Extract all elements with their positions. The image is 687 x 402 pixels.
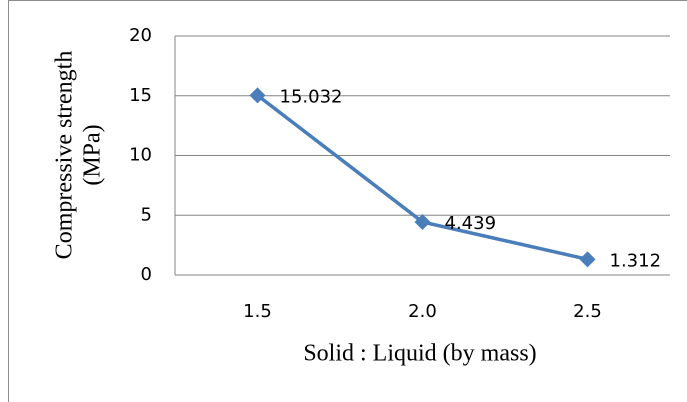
- x-axis-label: Solid : Liquid (by mass): [303, 341, 536, 367]
- y-tick-label: 0: [141, 264, 152, 285]
- x-tick-label: 1.5: [243, 301, 272, 322]
- data-label: 4.439: [445, 213, 497, 234]
- data-label: 1.312: [610, 250, 662, 271]
- y-axis-label: Compressive strength (MPa): [52, 51, 106, 260]
- marker: [249, 87, 266, 104]
- y-tick-label: 15: [129, 85, 152, 106]
- marker: [579, 251, 596, 268]
- series-line: [256, 93, 588, 262]
- y-axis-label-line: Compressive strength: [52, 51, 78, 260]
- marker: [414, 213, 431, 230]
- y-axis-label-line: (MPa): [80, 124, 106, 185]
- y-tick-label: 20: [129, 25, 152, 46]
- y-tick-label: 5: [141, 204, 152, 225]
- y-tick-label: 10: [129, 145, 152, 166]
- chart-frame: [8, 0, 687, 402]
- data-label: 15.032: [280, 86, 343, 107]
- x-tick-label: 2.5: [573, 301, 602, 322]
- x-tick-label: 2.0: [408, 301, 437, 322]
